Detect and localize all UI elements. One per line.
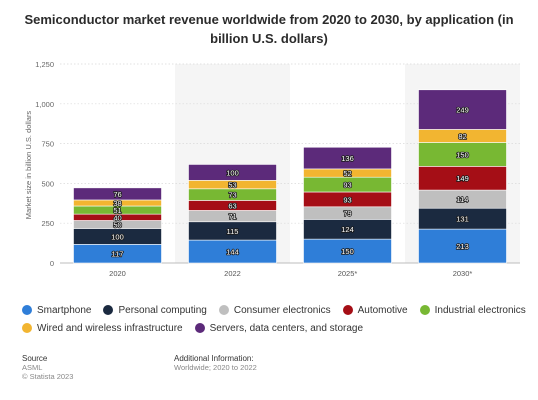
- data-label: 63: [228, 201, 236, 210]
- x-tick-label: 2022: [224, 269, 241, 278]
- data-label: 79: [343, 209, 351, 218]
- data-label: 71: [228, 212, 236, 221]
- x-tick-label: 2020: [109, 269, 126, 278]
- data-label: 53: [228, 181, 236, 190]
- legend-marker-icon: [22, 305, 32, 315]
- data-label: 144: [226, 248, 239, 257]
- legend-row: Wired and wireless infrastructure Servers…: [22, 320, 532, 336]
- x-tick-label: 2025*: [338, 269, 358, 278]
- source-line: © Statista 2023: [22, 372, 74, 381]
- legend-item[interactable]: Consumer electronics: [218, 304, 331, 316]
- legend-row: Smartphone Personal computing Consumer ele…: [22, 302, 532, 318]
- legend: Smartphone Personal computing Consumer ele…: [22, 302, 532, 338]
- legend-label: Automotive: [357, 304, 408, 316]
- legend-item[interactable]: Automotive: [342, 304, 408, 316]
- y-tick-label: 1,000: [35, 100, 54, 109]
- data-label: 213: [456, 242, 469, 251]
- data-label: 249: [456, 106, 469, 115]
- legend-label: Servers, data centers, and storage: [209, 322, 364, 334]
- bar-segment: [188, 164, 277, 181]
- data-label: 93: [343, 181, 351, 190]
- bar-segment: [418, 89, 507, 130]
- bar-segment: [418, 228, 507, 264]
- y-axis-ticks: 0 250 500 750 1,000 1,250: [35, 60, 54, 268]
- data-label: 149: [456, 174, 469, 183]
- legend-label: Wired and wireless infrastructure: [37, 322, 183, 334]
- data-label: 40: [113, 213, 121, 222]
- data-label: 38: [113, 199, 121, 208]
- data-label: 117: [112, 250, 124, 259]
- data-label: 100: [111, 232, 124, 241]
- legend-marker-icon: [419, 305, 430, 315]
- data-label: 100: [226, 168, 239, 177]
- legend-label: Industrial electronics: [434, 304, 526, 316]
- legend-item[interactable]: Industrial electronics: [419, 304, 526, 316]
- source-line: ASML: [22, 363, 43, 372]
- legend-label: Smartphone: [37, 304, 92, 316]
- data-label: 115: [227, 227, 239, 236]
- bar-segment: [303, 146, 392, 170]
- data-label: 150: [341, 247, 354, 256]
- legend-label: Personal computing: [118, 304, 207, 316]
- y-tick-label: 0: [50, 259, 54, 268]
- additional-info-block: Additional Information: Worldwide; 2020 …: [174, 354, 257, 372]
- data-label: 51: [113, 206, 121, 215]
- data-label: 50: [113, 220, 121, 229]
- additional-info-heading: Additional Information:: [174, 354, 254, 363]
- x-tick-label: 2030*: [453, 269, 473, 278]
- data-label: 52: [343, 169, 351, 178]
- y-tick-label: 750: [41, 140, 54, 149]
- legend-label: Consumer electronics: [233, 304, 331, 316]
- chart-title: Semiconductor market revenue worldwide f…: [24, 12, 514, 46]
- data-label: 82: [458, 132, 466, 141]
- legend-item[interactable]: Personal computing: [103, 304, 207, 316]
- legend-marker-icon: [218, 305, 229, 315]
- legend-marker-icon: [103, 305, 114, 315]
- legend-marker-icon: [194, 323, 205, 333]
- data-label: 76: [113, 190, 121, 199]
- legend-marker-icon: [22, 323, 32, 333]
- data-label: 93: [343, 195, 351, 204]
- x-axis-ticks: 2020 2022 2025* 2030*: [109, 269, 472, 278]
- y-tick-label: 1,250: [35, 60, 54, 69]
- y-tick-label: 500: [41, 179, 54, 188]
- source-heading: Source: [22, 354, 48, 363]
- legend-item[interactable]: Servers, data centers, and storage: [194, 322, 364, 334]
- source-block: Source ASML © Statista 2023: [22, 354, 73, 381]
- y-tick-label: 250: [41, 219, 54, 228]
- y-axis-label: Market size in billion U.S. dollars: [24, 111, 33, 220]
- data-label: 114: [457, 195, 469, 204]
- bar-segment: [73, 187, 162, 201]
- data-label: 150: [456, 150, 469, 159]
- data-label: 124: [341, 225, 354, 234]
- data-label: 131: [456, 215, 469, 224]
- additional-info-line: Worldwide; 2020 to 2022: [174, 363, 257, 372]
- data-label: 73: [228, 191, 236, 200]
- legend-item[interactable]: Smartphone: [22, 305, 91, 316]
- legend-marker-icon: [342, 305, 353, 315]
- data-label: 136: [341, 154, 354, 163]
- legend-item[interactable]: Wired and wireless infrastructure: [22, 323, 183, 334]
